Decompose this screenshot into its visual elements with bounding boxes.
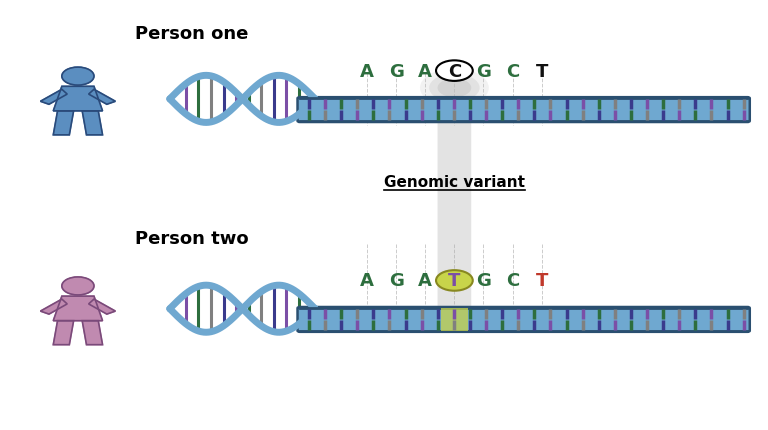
Polygon shape [82, 112, 103, 135]
Text: Person two: Person two [135, 230, 249, 248]
FancyBboxPatch shape [438, 120, 472, 310]
Polygon shape [53, 87, 103, 112]
Text: A: A [360, 62, 374, 80]
Text: A: A [419, 62, 432, 80]
Circle shape [62, 68, 94, 86]
Circle shape [420, 69, 489, 108]
Text: T: T [535, 272, 548, 290]
Text: T: T [535, 62, 548, 80]
Polygon shape [41, 90, 67, 105]
Polygon shape [41, 299, 67, 314]
Polygon shape [53, 112, 74, 135]
Polygon shape [88, 90, 115, 105]
FancyBboxPatch shape [297, 307, 750, 332]
Text: T: T [449, 272, 461, 290]
Text: G: G [389, 62, 404, 80]
Circle shape [436, 61, 473, 82]
Polygon shape [88, 299, 115, 314]
Text: G: G [476, 62, 491, 80]
Bar [441, 309, 468, 331]
Polygon shape [82, 321, 103, 345]
Text: C: C [448, 62, 461, 80]
Text: Person one: Person one [135, 25, 249, 43]
Text: A: A [360, 272, 374, 290]
Circle shape [429, 74, 480, 103]
Text: Genomic variant: Genomic variant [384, 175, 525, 189]
Text: A: A [419, 272, 432, 290]
Circle shape [438, 79, 472, 98]
FancyBboxPatch shape [297, 98, 750, 123]
Text: C: C [506, 62, 519, 80]
Text: G: G [389, 272, 404, 290]
Text: C: C [506, 272, 519, 290]
Polygon shape [53, 321, 74, 345]
Text: G: G [476, 272, 491, 290]
Circle shape [62, 277, 94, 295]
Circle shape [436, 270, 473, 291]
Polygon shape [53, 296, 103, 321]
